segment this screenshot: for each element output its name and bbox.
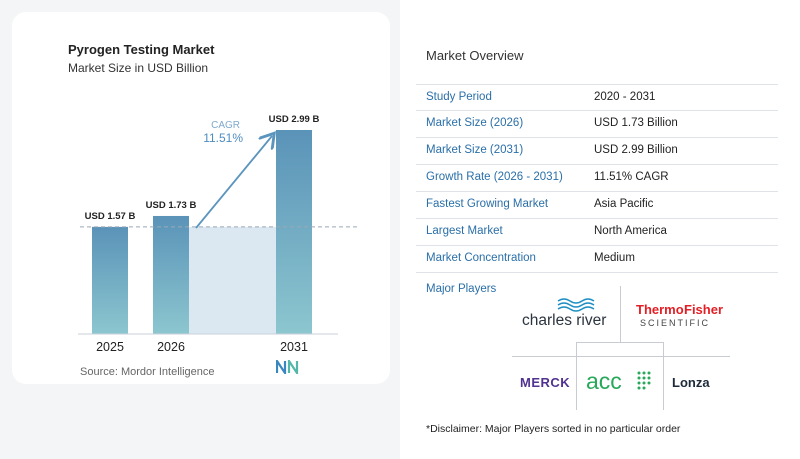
- overview-row: Largest Market North America: [416, 219, 778, 246]
- overview-value: 2020 - 2031: [594, 91, 656, 103]
- lonza-logo: Lonza: [672, 375, 710, 390]
- data-label: USD 1.57 B: [85, 211, 136, 222]
- overview-key: Largest Market: [426, 225, 503, 237]
- cagr-label: CAGR: [211, 120, 240, 131]
- thermo-logo-text: Thermo: [636, 302, 684, 317]
- merck-logo-text: MERCK: [520, 375, 570, 390]
- overview-value: 11.51% CAGR: [594, 171, 669, 183]
- mordor-logo-icon: [276, 360, 299, 374]
- players-divider: [663, 342, 664, 410]
- overview-value: USD 1.73 Billion: [594, 117, 678, 129]
- overview-row: Fastest Growing Market Asia Pacific: [416, 192, 778, 219]
- overview-key: Fastest Growing Market: [426, 198, 549, 210]
- players-divider: [576, 342, 664, 343]
- source-label: Source: Mordor Intelligence: [80, 366, 215, 378]
- acc-logo-text: acc: [586, 368, 622, 394]
- overview-value: Medium: [594, 252, 635, 264]
- overview-row: Market Concentration Medium: [416, 246, 778, 273]
- data-label: USD 2.99 B: [269, 114, 320, 125]
- overview-key: Study Period: [426, 91, 492, 103]
- data-label: USD 1.73 B: [146, 200, 197, 211]
- overview-row: Market Size (2026) USD 1.73 Billion: [416, 111, 778, 138]
- merck-logo: MERCK: [520, 375, 570, 390]
- bar: [276, 130, 312, 334]
- overview-value: North America: [594, 225, 667, 237]
- overview-value: USD 2.99 Billion: [594, 144, 678, 156]
- overview-row: Market Size (2031) USD 2.99 Billion: [416, 138, 778, 165]
- overview-row: Study Period 2020 - 2031: [416, 84, 778, 111]
- fisher-logo-text: Fisher: [684, 302, 723, 317]
- acc-logo: acc: [586, 368, 651, 394]
- growth-shade: [189, 226, 276, 334]
- bar-chart: USD 1.57 B USD 1.73 B USD 2.99 B 2025 2026 20…: [78, 114, 360, 354]
- players-divider: [620, 286, 621, 342]
- scientific-logo-text: SCIENTIFIC: [640, 318, 710, 328]
- chart-subtitle: Market Size in USD Billion: [68, 61, 209, 75]
- thermo-fisher-logo: Thermo Fisher SCIENTIFIC: [636, 302, 723, 328]
- x-tick-label: 2026: [157, 340, 185, 354]
- acc-dots-icon: [637, 371, 651, 390]
- cagr-value: 11.51%: [203, 131, 243, 145]
- cagr-arrow: [195, 136, 272, 229]
- overview-row: Growth Rate (2026 - 2031) 11.51% CAGR: [416, 165, 778, 192]
- disclaimer-text: *Disclaimer: Major Players sorted in no …: [426, 423, 681, 435]
- overview-key: Growth Rate (2026 - 2031): [426, 171, 563, 183]
- overview-value: Asia Pacific: [594, 198, 654, 210]
- players-divider: [512, 356, 730, 357]
- bar: [92, 226, 128, 334]
- overview-key: Market Size (2026): [426, 117, 524, 129]
- chart-title: Pyrogen Testing Market: [68, 42, 215, 57]
- charles-river-logo: charles river: [522, 298, 606, 329]
- major-players-label: Major Players: [426, 283, 497, 295]
- overview-key: Market Concentration: [426, 252, 536, 264]
- players-divider: [576, 342, 577, 410]
- lonza-logo-text: Lonza: [672, 375, 710, 390]
- overview-title: Market Overview: [426, 48, 524, 63]
- overview-key: Market Size (2031): [426, 144, 524, 156]
- bar: [153, 215, 189, 334]
- x-tick-label: 2031: [280, 340, 308, 354]
- charles-river-logo-text: charles river: [522, 312, 606, 329]
- x-tick-label: 2025: [96, 340, 124, 354]
- overview-panel: [400, 0, 800, 459]
